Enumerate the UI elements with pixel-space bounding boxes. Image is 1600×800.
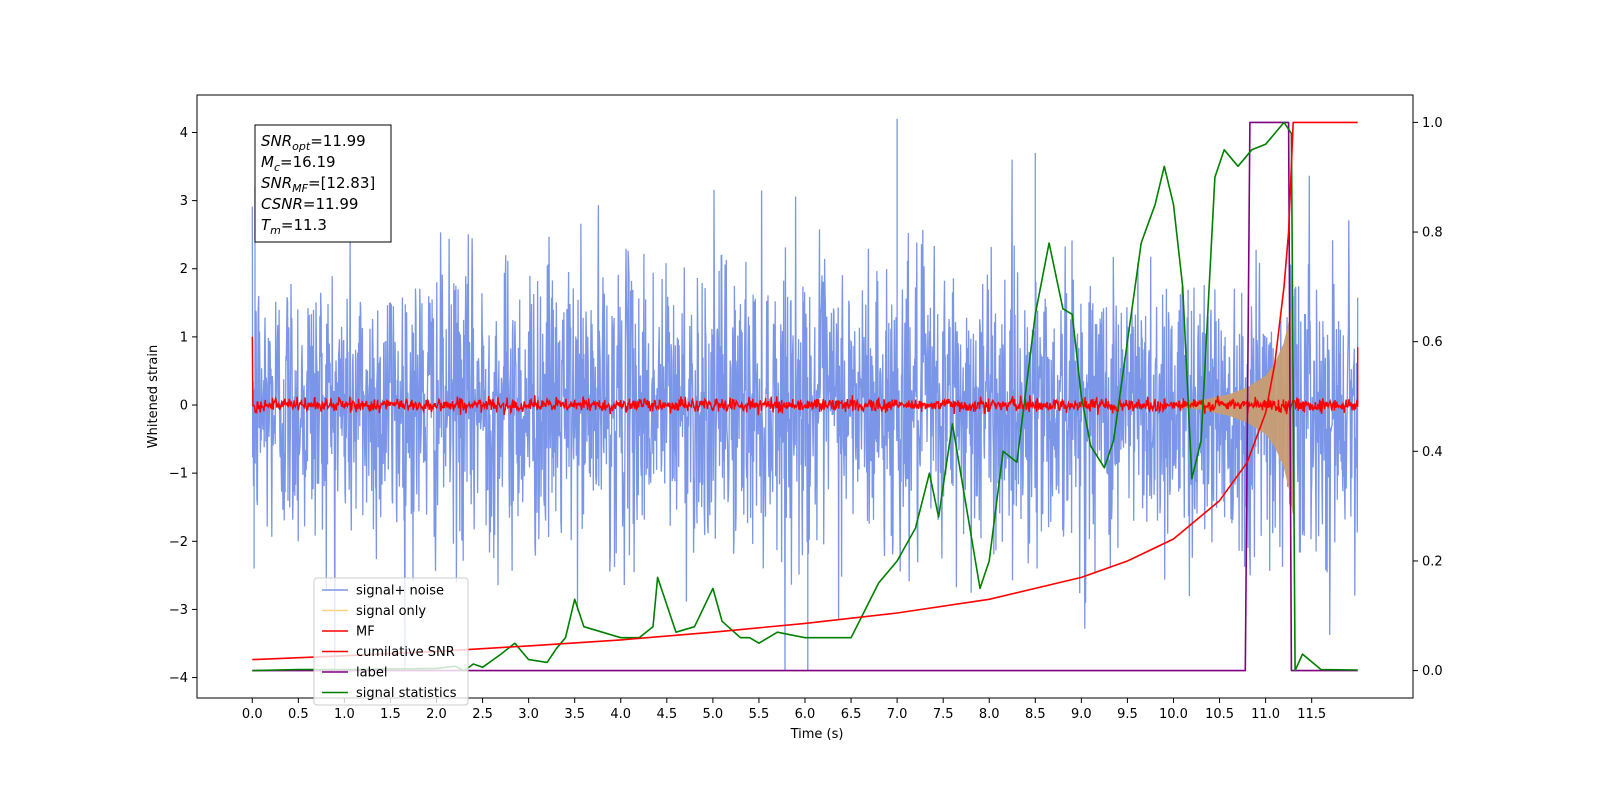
- x-tick-label: 9.0: [1071, 707, 1092, 722]
- y2-tick-label: 0.4: [1422, 445, 1443, 460]
- annotation-line: CSNR=11.99: [261, 195, 358, 213]
- x-tick-label: 0.5: [288, 707, 309, 722]
- x-tick-label: 0.0: [242, 707, 263, 722]
- y-tick-label: −4: [169, 671, 188, 686]
- x-tick-label: 11.0: [1251, 707, 1280, 722]
- x-tick-label: 8.0: [979, 707, 1000, 722]
- x-tick-label: 1.5: [380, 707, 401, 722]
- x-tick-label: 1.0: [334, 707, 355, 722]
- x-tick-label: 2.5: [472, 707, 493, 722]
- y2-tick-label: 0.0: [1422, 664, 1443, 679]
- y-tick-label: −3: [169, 603, 188, 618]
- annotation-line: SNRopt=11.99: [261, 132, 366, 153]
- y-tick-label: −2: [169, 535, 188, 550]
- y-tick-label: −1: [169, 467, 188, 482]
- x-tick-label: 3.5: [564, 707, 585, 722]
- series-label: [252, 121, 1358, 672]
- x-tick-label: 8.5: [1025, 707, 1046, 722]
- series-signal-statistics: [252, 121, 1358, 672]
- annotation-box: SNRopt=11.99Mc=16.19SNRMF=[12.83]CSNR=11…: [254, 124, 392, 243]
- legend: signal+ noise signal only MF cumilative SNR…: [313, 577, 469, 706]
- y2-tick-label: 0.2: [1422, 554, 1443, 569]
- legend-frame: [313, 577, 469, 706]
- x-tick-label: 4.0: [610, 707, 631, 722]
- y-tick-label: 0: [180, 399, 188, 414]
- y-tick-label: 3: [180, 194, 188, 209]
- axes-layer: 0.0 0.5 1.0 1.5 2.0 2.5 3.0 3.5 4.0 4.5 5.0 5.5 6.0 6…: [146, 94, 1443, 742]
- annotation-line: SNRMF=[12.83]: [261, 174, 375, 195]
- y-tick-label: 1: [180, 330, 188, 345]
- annotation-line: Tm=11.3: [261, 216, 327, 237]
- x-tick-label: 10.5: [1205, 707, 1234, 722]
- y2-tick-label: 1.0: [1422, 116, 1443, 131]
- series-signal-noise: [251, 118, 1359, 671]
- legend-label: signal only: [356, 604, 426, 619]
- y2-tick-label: 0.6: [1422, 335, 1443, 350]
- x-tick-label: 5.5: [749, 707, 770, 722]
- x-tick-label: 6.5: [841, 707, 862, 722]
- y-tick-label: 4: [180, 126, 188, 141]
- x-tick-label: 7.5: [933, 707, 954, 722]
- legend-label: signal+ noise: [356, 584, 444, 599]
- x-tick-label: 10.0: [1159, 707, 1188, 722]
- annotation-line: Mc=16.19: [261, 153, 336, 174]
- x-tick-label: 2.0: [426, 707, 447, 722]
- legend-label: label: [356, 666, 387, 681]
- y-tick-label: 2: [180, 262, 188, 277]
- x-tick-label: 11.5: [1297, 707, 1326, 722]
- series-mf: [251, 336, 1359, 416]
- x-tick-label: 4.5: [656, 707, 677, 722]
- x-tick-label: 9.5: [1117, 707, 1138, 722]
- x-axis-label: Time (s): [790, 727, 844, 742]
- annotation-frame: [254, 124, 392, 243]
- x-tick-label: 3.0: [518, 707, 539, 722]
- legend-label: signal statistics: [356, 686, 457, 701]
- x-tick-label: 7.0: [887, 707, 908, 722]
- legend-label: MF: [356, 625, 375, 640]
- series-cumulative-snr: [252, 121, 1358, 661]
- y2-tick-label: 0.8: [1422, 226, 1443, 241]
- legend-label: cumilative SNR: [356, 645, 455, 660]
- series-layer: [251, 118, 1359, 672]
- x-tick-label: 5.0: [703, 707, 724, 722]
- y-axis-label: Whitened strain: [146, 345, 161, 448]
- x-tick-label: 6.0: [795, 707, 816, 722]
